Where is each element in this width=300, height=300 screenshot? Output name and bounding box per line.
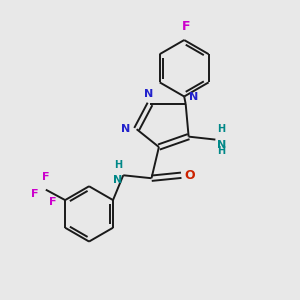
Text: N: N	[121, 124, 130, 134]
Text: F: F	[31, 189, 38, 199]
Text: H: H	[217, 146, 225, 156]
Text: N: N	[217, 140, 226, 150]
Text: H: H	[114, 160, 122, 170]
Text: N: N	[189, 92, 199, 102]
Text: H: H	[217, 124, 225, 134]
Text: F: F	[49, 197, 56, 207]
Text: N: N	[112, 175, 122, 185]
Text: F: F	[182, 20, 190, 34]
Text: F: F	[42, 172, 50, 182]
Text: O: O	[185, 169, 195, 182]
Text: N: N	[144, 89, 153, 100]
